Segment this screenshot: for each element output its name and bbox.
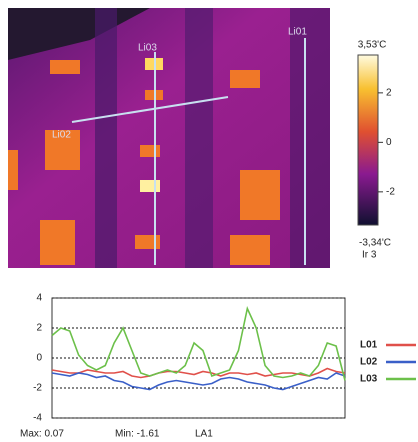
series-line <box>51 372 346 391</box>
palette-label: Ir 3 <box>362 250 377 261</box>
stat-label: LA1 <box>195 429 213 440</box>
legend-label: L02 <box>360 357 378 368</box>
y-tick-label: 4 <box>36 293 42 304</box>
y-tick-label: 0 <box>36 353 42 364</box>
scale-min: -3,34'C <box>359 238 391 249</box>
y-tick-label: -4 <box>33 413 42 424</box>
legend-label: L01 <box>360 340 378 351</box>
stat-label: Max: 0.07 <box>20 429 64 440</box>
series-line <box>51 305 346 381</box>
y-tick-label: 2 <box>36 323 42 334</box>
color-scale <box>357 54 379 226</box>
scale-tick-label: 2 <box>386 88 392 99</box>
line-label: Li03 <box>138 43 157 54</box>
y-tick-label: -2 <box>33 383 42 394</box>
scale-tick-label: 0 <box>386 137 392 148</box>
legend-label: L03 <box>360 374 378 385</box>
scale-max: 3,53'C <box>358 40 387 51</box>
scale-tick-label: -2 <box>386 186 395 197</box>
thermal-image: Li01 Li03 Li02 <box>8 8 330 268</box>
line-label: Li02 <box>52 130 71 141</box>
line-label: Li01 <box>288 27 307 38</box>
stat-label: Min: -1.61 <box>115 429 160 440</box>
